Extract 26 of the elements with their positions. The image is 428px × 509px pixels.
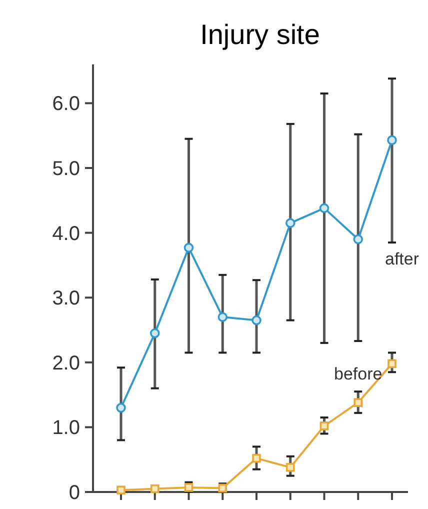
point	[218, 312, 228, 322]
y-tick-label: 6.0	[52, 93, 80, 116]
point	[388, 359, 396, 368]
point	[116, 486, 126, 494]
point	[116, 402, 126, 413]
point	[354, 398, 363, 407]
series-label: after	[384, 250, 420, 269]
y-tick-label: 2.0	[52, 352, 80, 374]
point	[286, 462, 295, 472]
point	[184, 242, 194, 253]
point	[150, 328, 160, 338]
point	[252, 454, 261, 463]
point	[320, 422, 329, 430]
y-tick-label: 1.0	[52, 417, 80, 440]
point	[353, 234, 364, 244]
y-tick-label: 5.0	[52, 158, 80, 180]
y-tick-label: 0	[68, 482, 80, 504]
point	[319, 203, 330, 214]
point	[252, 315, 262, 326]
y-tick-label: 4.0	[52, 222, 80, 245]
series-label: before	[334, 364, 382, 384]
chart-title: Injury site	[200, 19, 320, 50]
point	[387, 135, 397, 146]
y-tick-label: 3.0	[52, 288, 80, 310]
point	[150, 484, 160, 494]
point	[285, 218, 296, 228]
